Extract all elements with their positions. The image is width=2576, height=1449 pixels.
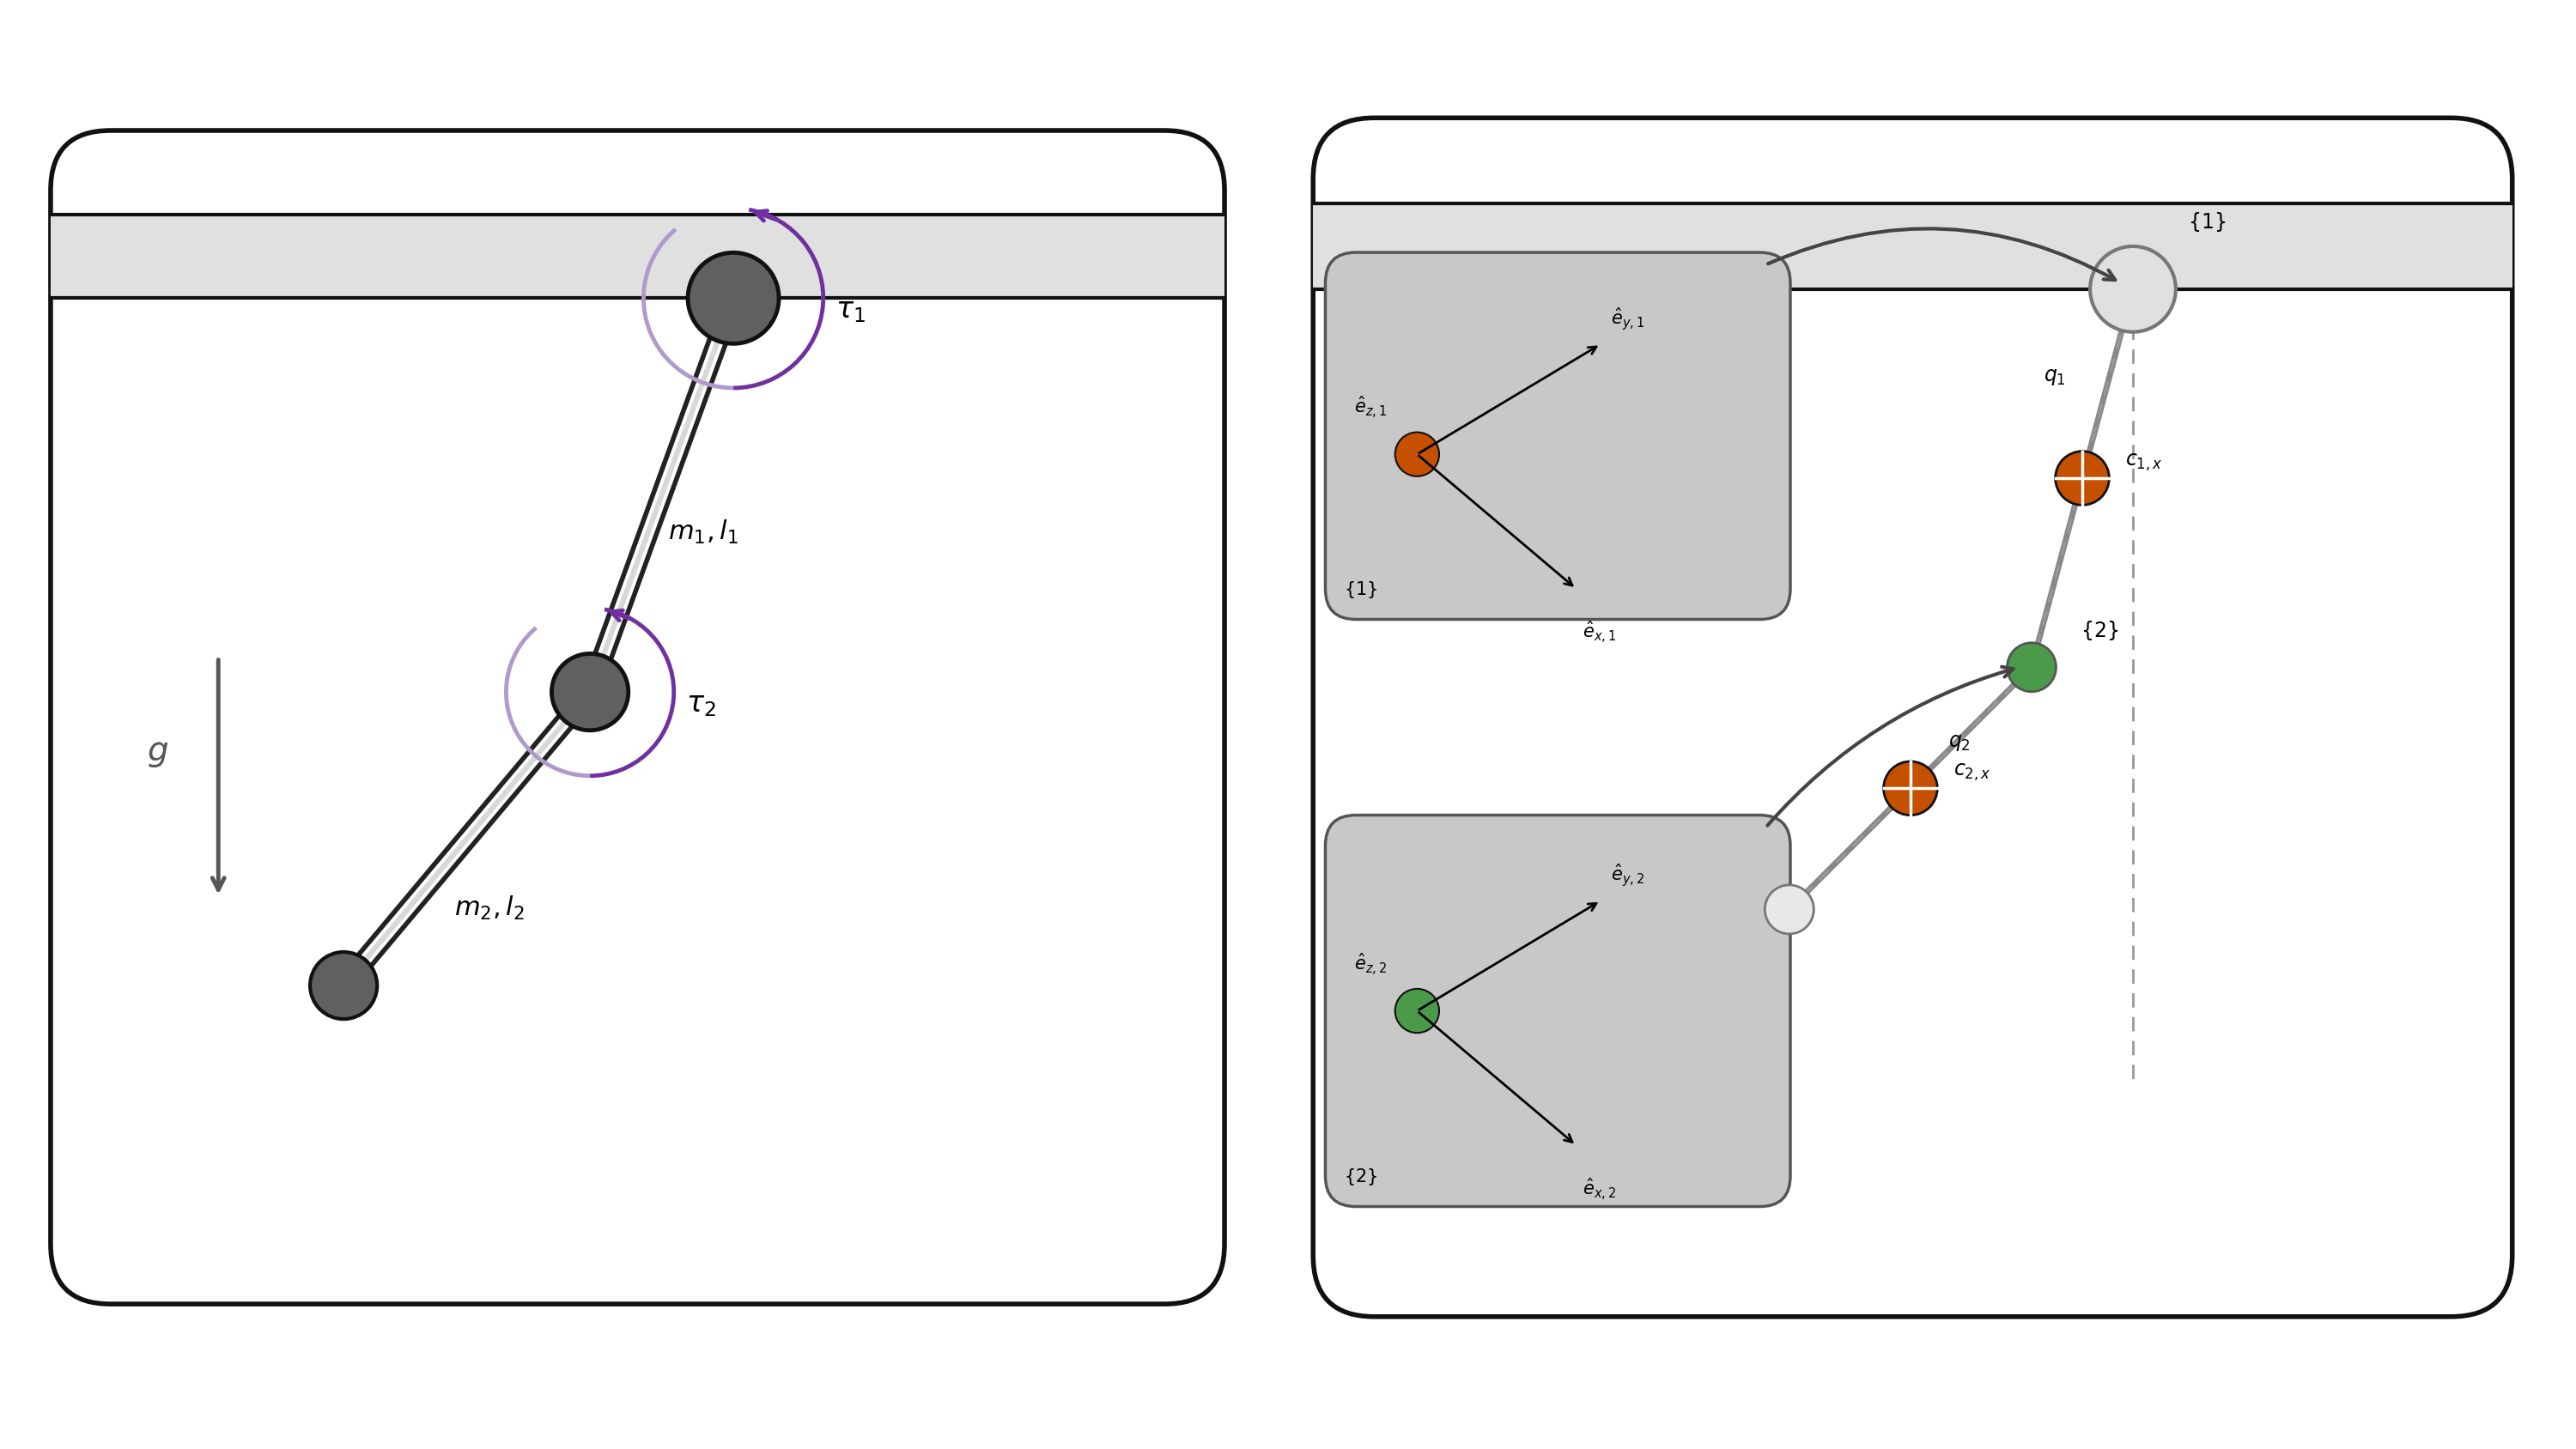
Text: $q_1$: $q_1$: [2043, 367, 2066, 387]
Circle shape: [2007, 643, 2056, 691]
FancyBboxPatch shape: [52, 130, 1224, 1304]
Circle shape: [309, 952, 376, 1019]
Text: $g$: $g$: [147, 738, 167, 769]
Circle shape: [1765, 885, 1814, 933]
Text: $\hat{e}_{z,2}$: $\hat{e}_{z,2}$: [1355, 951, 1386, 977]
Text: $\{1\}$: $\{1\}$: [1345, 580, 1378, 600]
Text: $m_1, l_1$: $m_1, l_1$: [667, 519, 739, 546]
Text: $\tau_2$: $\tau_2$: [685, 690, 716, 719]
FancyBboxPatch shape: [1324, 252, 1790, 619]
Circle shape: [551, 653, 629, 730]
Text: $\{2\}$: $\{2\}$: [2081, 619, 2117, 642]
Text: $\{2\}$: $\{2\}$: [1345, 1166, 1378, 1187]
Circle shape: [1396, 988, 1440, 1033]
FancyBboxPatch shape: [1314, 117, 2512, 1317]
Bar: [52, 214, 1224, 298]
Circle shape: [1396, 432, 1440, 477]
FancyBboxPatch shape: [1324, 816, 1790, 1207]
Text: $\tau_1$: $\tau_1$: [835, 296, 866, 325]
Circle shape: [2056, 451, 2110, 506]
Text: $\hat{e}_{x,1}$: $\hat{e}_{x,1}$: [1582, 619, 1615, 645]
Text: $m_2, l_2$: $m_2, l_2$: [453, 894, 526, 922]
Text: $\hat{e}_{y,2}$: $\hat{e}_{y,2}$: [1610, 862, 1643, 888]
Circle shape: [2089, 246, 2177, 332]
Text: $\hat{e}_{y,1}$: $\hat{e}_{y,1}$: [1610, 306, 1643, 332]
Circle shape: [1883, 761, 1937, 816]
Text: $\hat{e}_{z,1}$: $\hat{e}_{z,1}$: [1355, 394, 1386, 420]
Text: $c_{1,x}$: $c_{1,x}$: [2125, 452, 2164, 472]
Text: $c_{2,x}$: $c_{2,x}$: [1953, 762, 1991, 782]
Text: $\{1\}$: $\{1\}$: [2187, 210, 2226, 233]
Text: $\hat{e}_{x,2}$: $\hat{e}_{x,2}$: [1582, 1177, 1615, 1201]
Circle shape: [688, 252, 778, 343]
Bar: [1314, 203, 2512, 290]
Text: $q_2$: $q_2$: [1947, 732, 1971, 752]
